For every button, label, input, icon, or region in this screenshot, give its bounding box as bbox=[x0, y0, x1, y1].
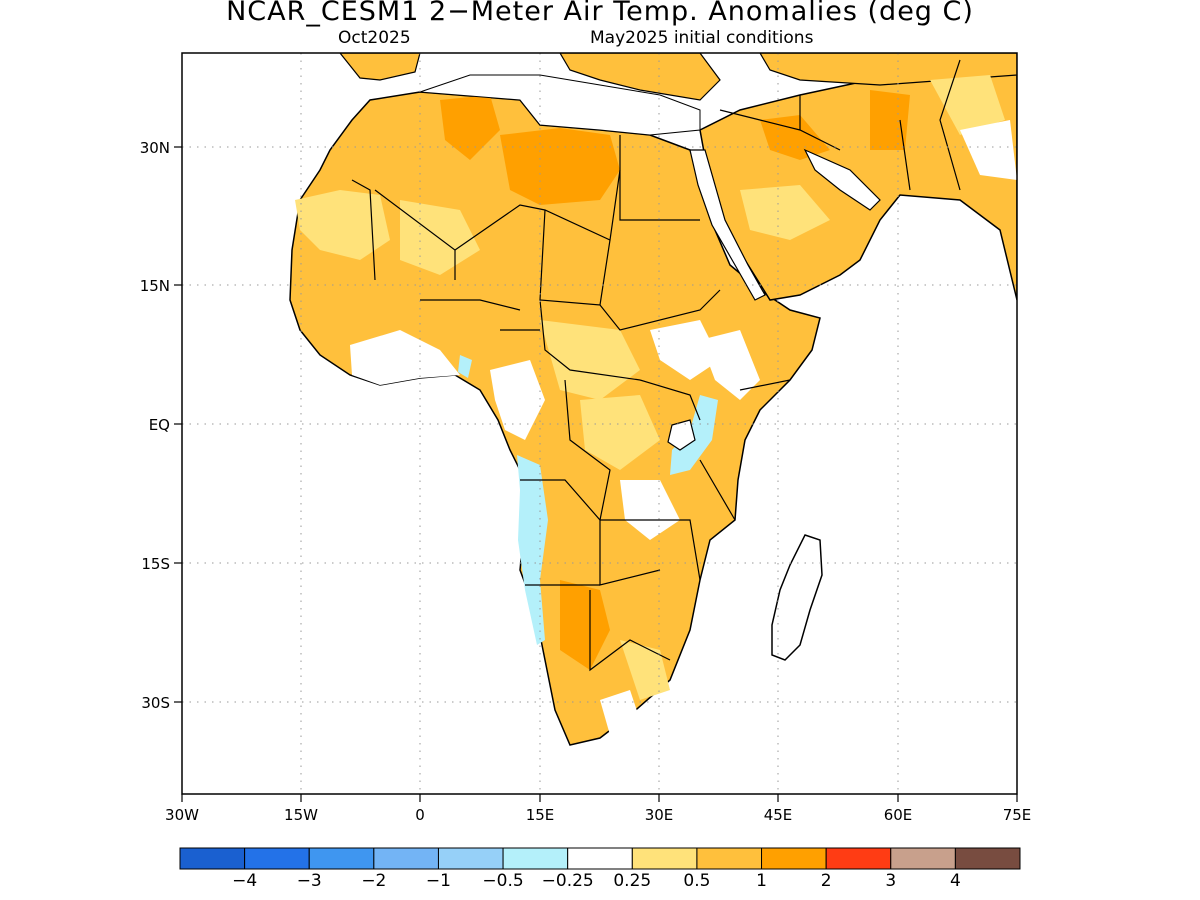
colorbar-swatch bbox=[954, 847, 1021, 870]
colorbar-label: −1 bbox=[425, 871, 451, 891]
colorbar-swatch bbox=[825, 847, 892, 870]
colorbar-swatch bbox=[308, 847, 375, 870]
colorbar-swatch bbox=[244, 847, 310, 870]
lon-tick-label: 0 bbox=[415, 806, 425, 824]
colorbar-label: −4 bbox=[232, 871, 258, 891]
colorbar-label: 2 bbox=[820, 871, 832, 891]
lat-tick-label: 15S bbox=[141, 555, 170, 573]
persian-gulf bbox=[803, 148, 881, 211]
colorbar-swatch bbox=[696, 847, 763, 870]
colorbar-label: 1 bbox=[756, 871, 767, 891]
colorbar-swatch bbox=[761, 847, 827, 870]
map-field bbox=[182, 53, 1017, 794]
map-title: NCAR_CESM1 2−Meter Air Temp. Anomalies (… bbox=[226, 0, 974, 27]
colorbar-label: −0.25 bbox=[541, 871, 594, 891]
colorbar-swatch bbox=[890, 847, 956, 870]
lat-tick-label: 30N bbox=[140, 139, 170, 157]
colorbar-label: 3 bbox=[885, 871, 897, 891]
country-borders bbox=[351, 59, 961, 672]
colorbar-swatch bbox=[567, 847, 633, 870]
initial-conditions-label: May2025 initial conditions bbox=[590, 28, 814, 48]
colorbar-label: −2 bbox=[361, 871, 387, 891]
europe-landmass bbox=[339, 53, 1017, 101]
lon-tick-label: 30E bbox=[645, 806, 674, 824]
colorbar-label: −0.5 bbox=[482, 871, 524, 891]
anomaly-near-zero bbox=[350, 120, 1017, 735]
colorbar-swatch bbox=[631, 847, 698, 870]
lat-tick-label: 30S bbox=[141, 694, 170, 712]
red-sea bbox=[689, 149, 766, 301]
colorbar-swatch bbox=[502, 847, 569, 870]
lat-tick-label: 15N bbox=[140, 277, 170, 295]
lon-tick-label: 45E bbox=[764, 806, 793, 824]
madagascar bbox=[771, 534, 823, 661]
colorbar-swatch bbox=[373, 847, 439, 870]
lon-tick-label: 15E bbox=[526, 806, 555, 824]
lon-tick-label: 30W bbox=[165, 806, 199, 824]
forecast-month: Oct2025 bbox=[338, 28, 411, 48]
mediterranean-sea bbox=[419, 74, 701, 136]
colorbar-label: 4 bbox=[949, 871, 961, 891]
colorbar bbox=[179, 847, 1021, 870]
colorbar-swatch bbox=[437, 847, 504, 870]
colorbar-label: 0.5 bbox=[683, 871, 711, 891]
colorbar-label: 0.25 bbox=[613, 871, 652, 891]
axis-ticks bbox=[174, 146, 1018, 802]
lat-tick-label: EQ bbox=[149, 416, 170, 434]
colorbar-label: −3 bbox=[296, 871, 322, 891]
lon-tick-label: 60E bbox=[884, 806, 913, 824]
lon-tick-label: 15W bbox=[284, 806, 318, 824]
anomaly-1-to-2 bbox=[440, 90, 910, 670]
lake-victoria bbox=[667, 419, 696, 451]
colorbar-swatch bbox=[179, 847, 246, 870]
lon-tick-label: 75E bbox=[1003, 806, 1032, 824]
